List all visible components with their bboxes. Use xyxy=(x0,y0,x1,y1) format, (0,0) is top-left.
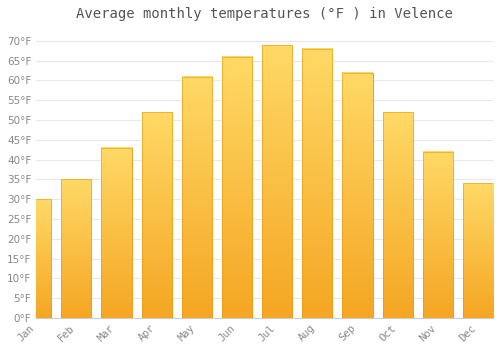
Bar xyxy=(21,199,51,318)
Bar xyxy=(302,49,332,318)
Bar xyxy=(21,199,51,318)
Bar xyxy=(182,77,212,318)
Bar xyxy=(222,57,252,318)
Bar xyxy=(423,152,453,318)
Bar xyxy=(62,180,92,318)
Bar xyxy=(142,112,172,318)
Bar xyxy=(382,112,412,318)
Bar xyxy=(262,45,292,318)
Title: Average monthly temperatures (°F ) in Velence: Average monthly temperatures (°F ) in Ve… xyxy=(76,7,453,21)
Bar xyxy=(342,72,372,318)
Bar xyxy=(102,148,132,318)
Bar xyxy=(142,112,172,318)
Bar xyxy=(222,57,252,318)
Bar xyxy=(463,183,493,318)
Bar xyxy=(342,72,372,318)
Bar xyxy=(382,112,412,318)
Bar xyxy=(62,180,92,318)
Bar xyxy=(182,77,212,318)
Bar xyxy=(423,152,453,318)
Bar xyxy=(463,183,493,318)
Bar xyxy=(262,45,292,318)
Bar xyxy=(102,148,132,318)
Bar xyxy=(302,49,332,318)
